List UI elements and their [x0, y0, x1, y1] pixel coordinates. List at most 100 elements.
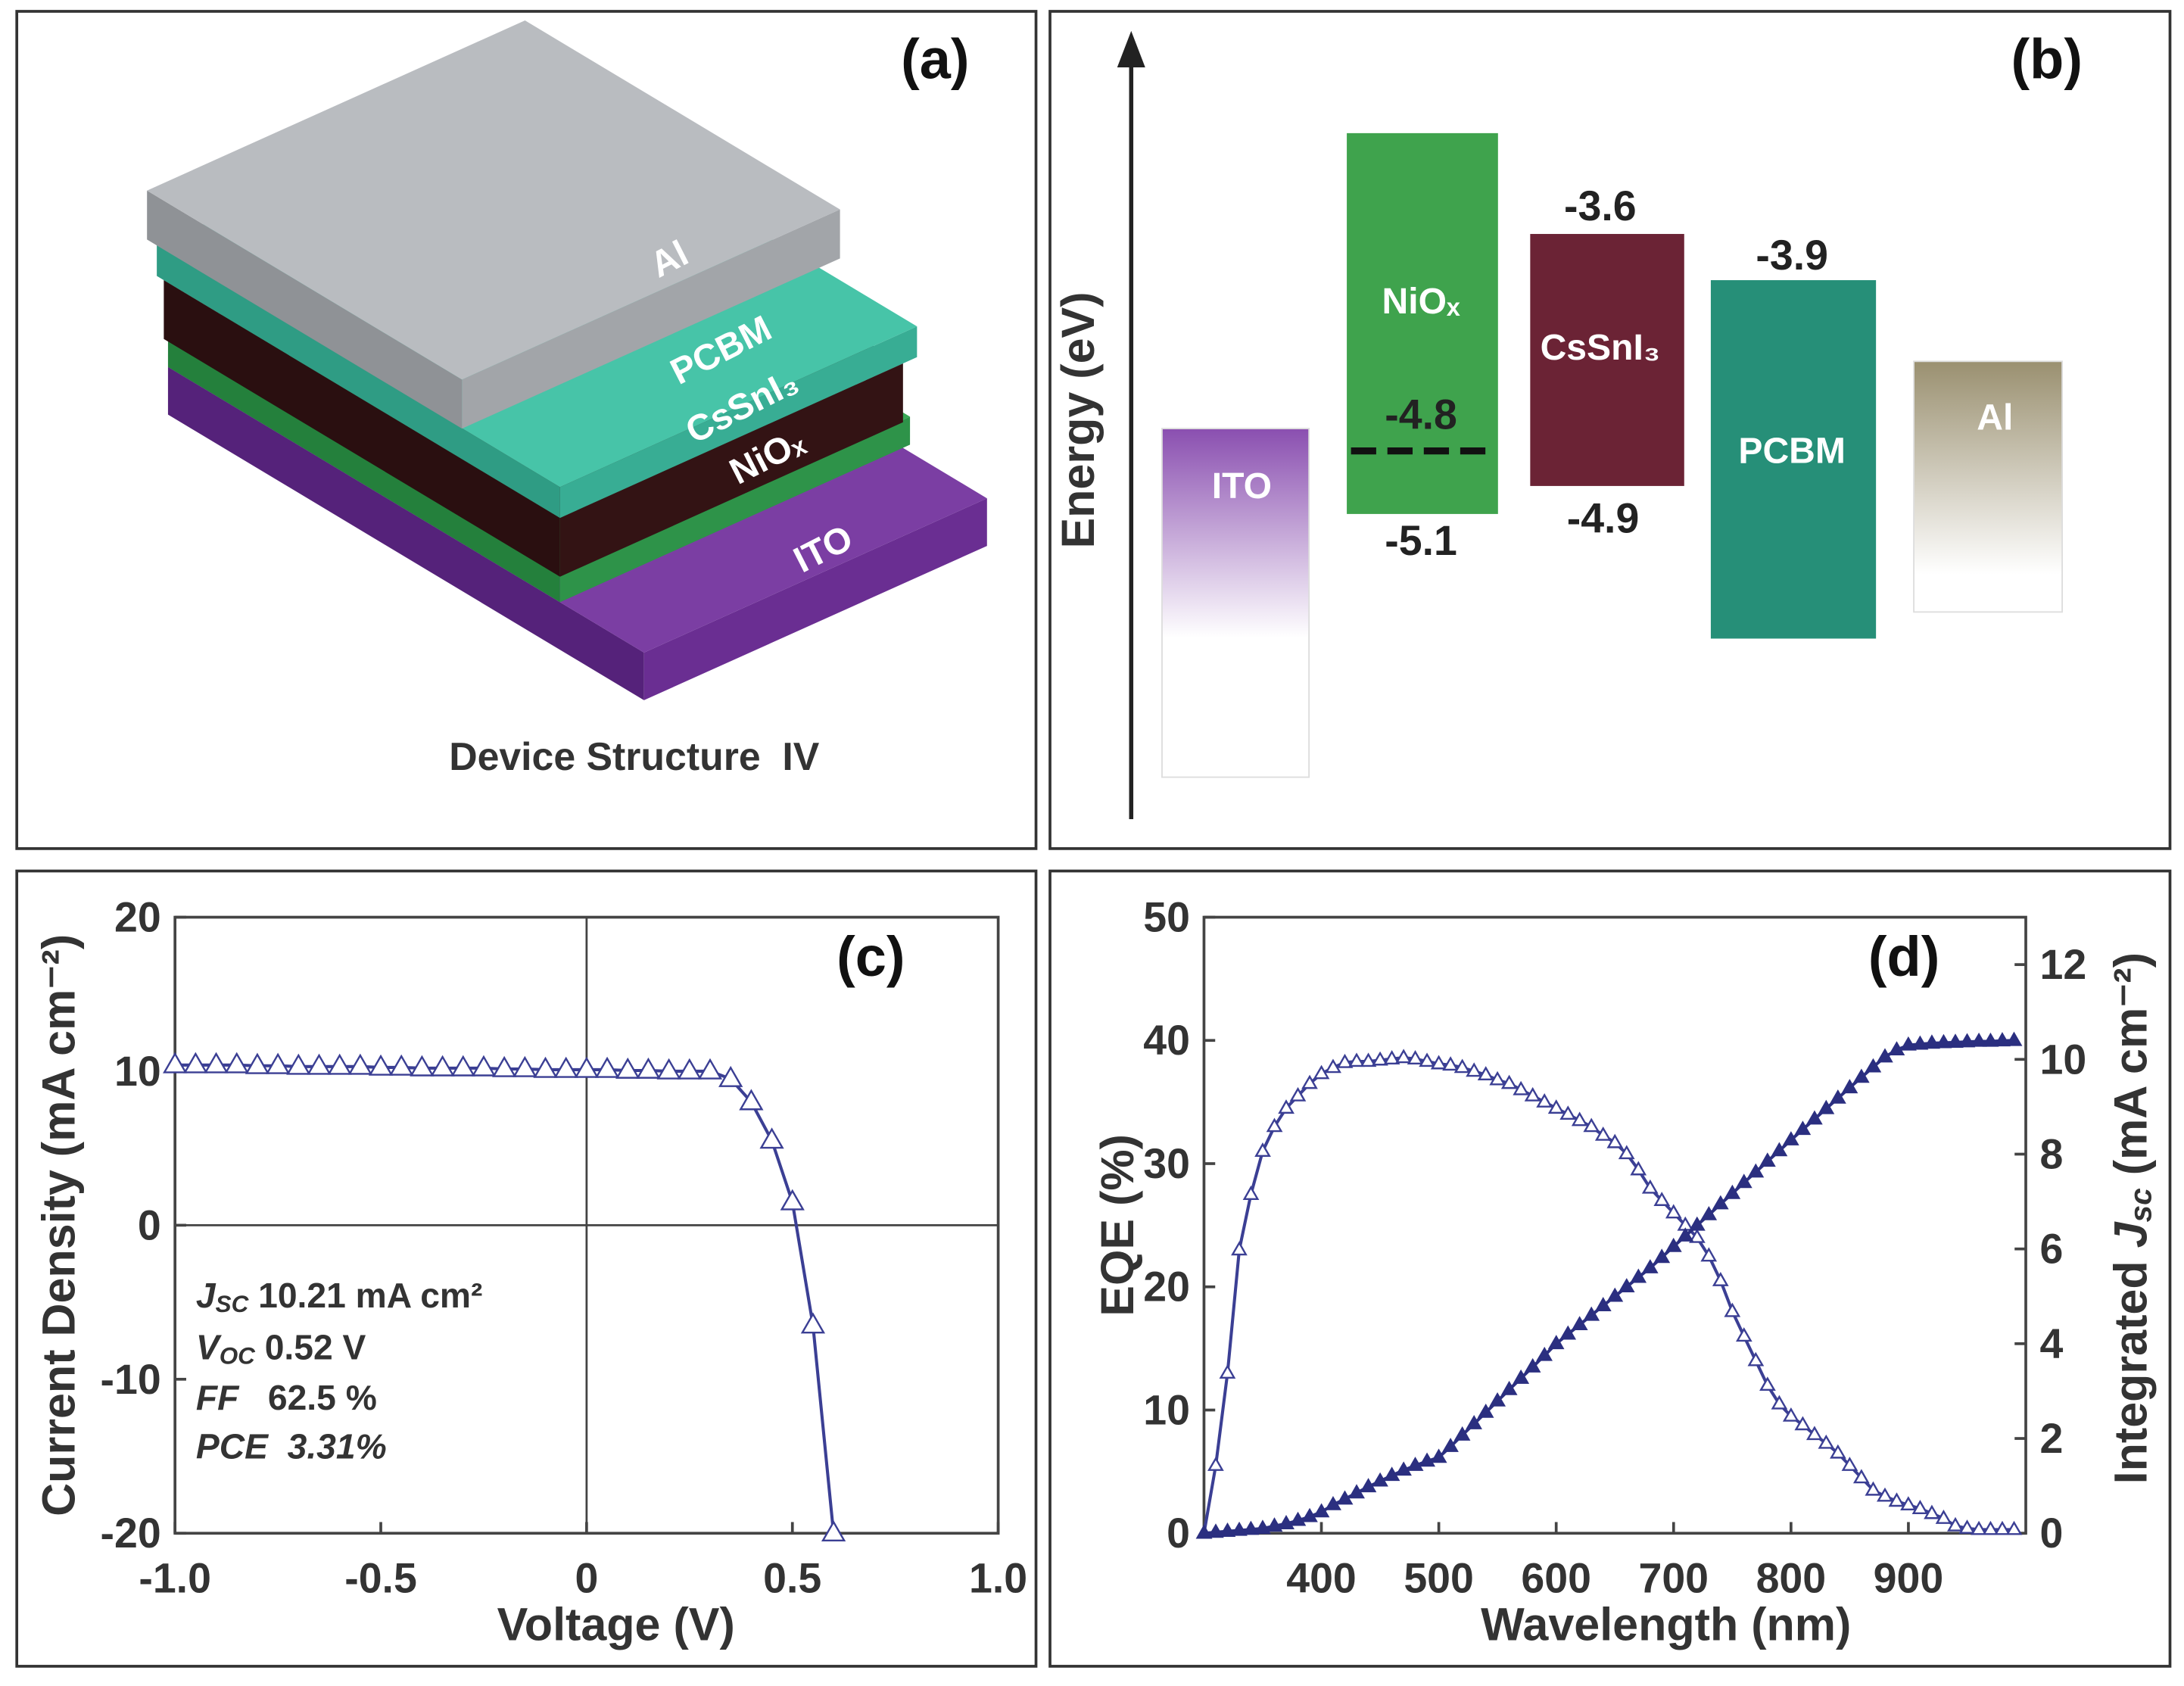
panel-frame [1048, 869, 2172, 1668]
marker [1877, 1048, 1893, 1063]
marker [1372, 1051, 1388, 1066]
band-box [1161, 428, 1310, 778]
marker [1641, 1259, 1659, 1273]
panel-frame [15, 10, 1038, 850]
marker [677, 1058, 702, 1080]
marker [1641, 1179, 1659, 1194]
marker [1395, 1461, 1412, 1476]
marker [1313, 1503, 1330, 1518]
marker [1724, 1302, 1741, 1317]
marker [1547, 1335, 1565, 1350]
marker [1606, 1287, 1624, 1302]
marker [1477, 1403, 1494, 1418]
marker [1500, 1380, 1518, 1395]
marker [697, 1058, 723, 1080]
x-tick-label: -1.0 [139, 1554, 211, 1601]
material-label: CsSnI₃ [1541, 327, 1660, 368]
y-tick-label: 40 [1143, 1017, 1190, 1064]
x-axis-label: Wavelength (nm) [1481, 1598, 1851, 1650]
annotation: VOC 0.52 V [196, 1327, 366, 1369]
marker [1618, 1278, 1635, 1293]
marker [553, 1056, 578, 1078]
level-label: -4.9 [1567, 494, 1640, 541]
marker [265, 1052, 291, 1074]
y-tick-label: -10 [101, 1356, 161, 1403]
marker [718, 1065, 743, 1087]
marker [1841, 1079, 1858, 1094]
marker [1395, 1049, 1412, 1064]
y-axis-label: EQE (%) [1092, 1134, 1143, 1317]
level-label: -3.6 [1564, 182, 1637, 229]
layer-face [167, 338, 560, 603]
marker [1911, 1035, 1929, 1050]
y-tick-label: 10 [1143, 1386, 1190, 1433]
marker [1489, 1392, 1506, 1407]
x-tick-label: 400 [1286, 1554, 1357, 1601]
marker [1689, 1216, 1706, 1231]
marker [450, 1055, 475, 1077]
marker [1524, 1357, 1541, 1373]
panel-frame [1048, 10, 2172, 850]
marker [1852, 1469, 1870, 1484]
marker [780, 1189, 805, 1211]
marker [1301, 1074, 1318, 1089]
marker [1994, 1032, 2011, 1047]
x-tick-label: 600 [1521, 1554, 1591, 1601]
axis-label: Energy (eV) [1052, 291, 1104, 548]
marker [1830, 1089, 1846, 1104]
panel-label: (d) [1868, 925, 1939, 988]
marker [1336, 1053, 1354, 1068]
marker [1841, 1457, 1858, 1471]
marker [327, 1053, 352, 1075]
marker [1430, 1448, 1447, 1463]
marker [245, 1052, 270, 1074]
marker [1242, 1186, 1260, 1200]
marker [1559, 1325, 1577, 1340]
marker [1982, 1520, 1999, 1535]
marker [1301, 1507, 1318, 1522]
marker [1254, 1519, 1271, 1535]
layer-top [147, 20, 840, 380]
device-stack [147, 20, 987, 700]
marker [1794, 1120, 1812, 1136]
marker [1653, 1248, 1671, 1264]
marker [1805, 1110, 1823, 1125]
marker [1935, 1509, 1952, 1524]
y2-tick-label: 8 [2040, 1130, 2064, 1177]
material-label: Al [1977, 397, 2013, 438]
y-tick-label: 10 [114, 1048, 161, 1095]
marker [1805, 1426, 1823, 1441]
layer-face [462, 209, 840, 429]
marker [163, 1052, 188, 1074]
marker [1900, 1036, 1917, 1051]
level-label: -5.1 [1385, 517, 1457, 564]
y2-tick-label: 2 [2040, 1415, 2064, 1462]
marker [1571, 1316, 1588, 1330]
marker [513, 1055, 537, 1077]
marker [410, 1055, 435, 1077]
marker [1982, 1032, 1999, 1047]
band-box [1913, 360, 2064, 613]
marker [1865, 1481, 1882, 1496]
marker [1489, 1071, 1506, 1086]
material-label: NiOₓ [1382, 281, 1460, 322]
x-tick-label: -0.5 [344, 1554, 417, 1601]
marker [1195, 1524, 1213, 1539]
marker [1747, 1351, 1765, 1367]
marker [1453, 1058, 1471, 1074]
marker [1665, 1204, 1682, 1219]
x-tick-label: 800 [1756, 1554, 1827, 1601]
marker [183, 1052, 208, 1074]
series-line [1204, 1039, 2014, 1535]
marker [1466, 1414, 1482, 1429]
marker [1571, 1111, 1588, 1127]
y-tick-label: 20 [1143, 1264, 1190, 1310]
marker [1360, 1052, 1377, 1067]
marker [1513, 1080, 1530, 1095]
marker [1325, 1058, 1341, 1074]
x-tick-label: 0.5 [763, 1554, 821, 1601]
layer-face [147, 190, 463, 429]
caption: Device Structure IV [449, 734, 820, 778]
marker [615, 1057, 640, 1079]
x-tick-label: 1.0 [969, 1554, 1027, 1601]
